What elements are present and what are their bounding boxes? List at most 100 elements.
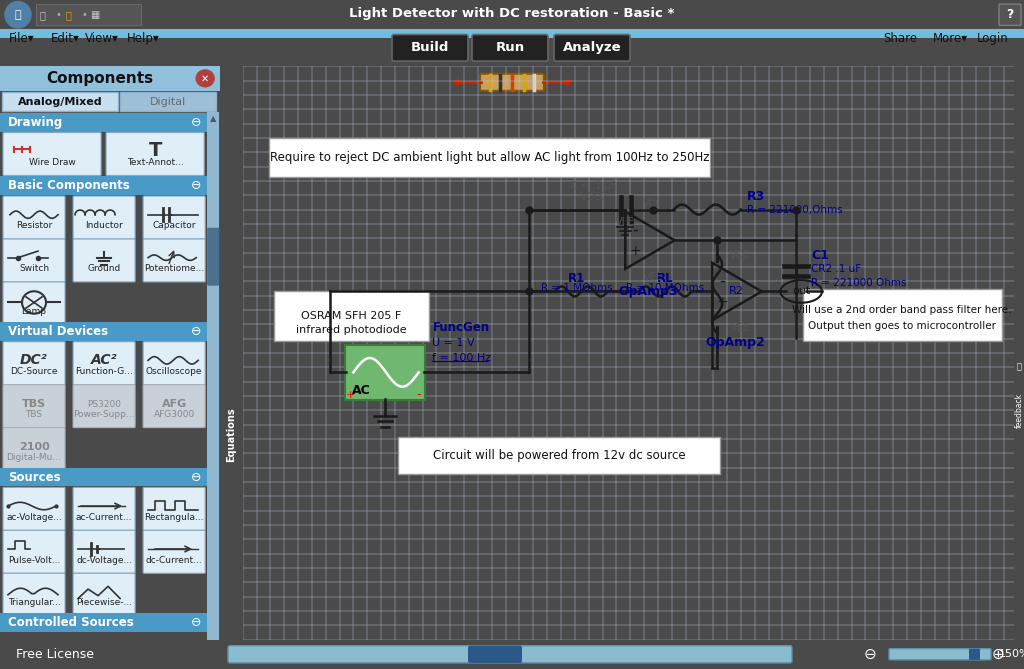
FancyBboxPatch shape bbox=[207, 112, 219, 640]
FancyBboxPatch shape bbox=[143, 487, 205, 531]
Text: Basic Components: Basic Components bbox=[8, 179, 130, 192]
FancyBboxPatch shape bbox=[3, 282, 66, 325]
Text: Sources: Sources bbox=[8, 470, 60, 484]
Text: Lamp: Lamp bbox=[22, 307, 46, 316]
Text: Free License: Free License bbox=[16, 648, 94, 661]
Text: Require to reject DC ambient light but allow AC light from 100Hz to 250Hz: Require to reject DC ambient light but a… bbox=[270, 151, 710, 164]
Text: Run: Run bbox=[496, 41, 524, 54]
Text: C = .1 μF: C = .1 μF bbox=[571, 181, 616, 191]
FancyBboxPatch shape bbox=[3, 385, 66, 427]
Text: f = 100 Hz: f = 100 Hz bbox=[432, 353, 492, 363]
Text: ✋: ✋ bbox=[14, 10, 22, 19]
FancyBboxPatch shape bbox=[392, 35, 468, 61]
Text: 📁: 📁 bbox=[66, 10, 71, 19]
Text: Edit▾: Edit▾ bbox=[50, 32, 80, 45]
FancyBboxPatch shape bbox=[889, 649, 991, 660]
FancyBboxPatch shape bbox=[106, 132, 204, 175]
Text: •: • bbox=[81, 10, 87, 19]
Text: dc-Current...: dc-Current... bbox=[145, 555, 203, 565]
Text: Build: Build bbox=[411, 41, 450, 54]
FancyBboxPatch shape bbox=[73, 239, 135, 282]
Text: ?: ? bbox=[1007, 8, 1014, 21]
Text: R1: R1 bbox=[568, 272, 586, 284]
Text: R2: R2 bbox=[729, 286, 743, 296]
FancyBboxPatch shape bbox=[274, 292, 428, 341]
FancyBboxPatch shape bbox=[269, 138, 711, 177]
FancyBboxPatch shape bbox=[0, 613, 207, 632]
Text: Capacitor: Capacitor bbox=[153, 221, 196, 230]
FancyBboxPatch shape bbox=[3, 342, 66, 385]
Text: Resistor: Resistor bbox=[16, 221, 52, 230]
Bar bbox=[0, 29, 1024, 37]
Text: Switch: Switch bbox=[19, 264, 49, 273]
FancyBboxPatch shape bbox=[3, 531, 66, 573]
Text: AFG: AFG bbox=[162, 399, 186, 409]
Text: Controlled Sources: Controlled Sources bbox=[8, 616, 134, 630]
Text: R = 221000,Ohms: R = 221000,Ohms bbox=[746, 205, 843, 215]
FancyBboxPatch shape bbox=[0, 468, 207, 486]
Text: TBS: TBS bbox=[26, 410, 43, 419]
Text: OpAmp3: OpAmp3 bbox=[618, 285, 678, 298]
FancyBboxPatch shape bbox=[3, 239, 66, 282]
FancyBboxPatch shape bbox=[0, 66, 220, 90]
FancyBboxPatch shape bbox=[143, 342, 205, 385]
FancyBboxPatch shape bbox=[0, 177, 207, 195]
Text: Rectangula...: Rectangula... bbox=[144, 512, 204, 522]
Text: Output then goes to microcontroller: Output then goes to microcontroller bbox=[808, 321, 996, 331]
Text: ⊖: ⊖ bbox=[190, 179, 202, 192]
Text: 💾: 💾 bbox=[39, 10, 45, 19]
FancyBboxPatch shape bbox=[73, 342, 135, 385]
Text: VEE: VEE bbox=[643, 272, 663, 282]
Circle shape bbox=[5, 1, 31, 28]
Text: ⊖: ⊖ bbox=[190, 470, 202, 484]
Circle shape bbox=[197, 70, 214, 87]
Text: ac-Current...: ac-Current... bbox=[76, 512, 132, 522]
Text: +: + bbox=[346, 390, 355, 400]
FancyBboxPatch shape bbox=[468, 646, 522, 663]
Text: Analyze: Analyze bbox=[562, 41, 622, 54]
Text: Virtual Devices: Virtual Devices bbox=[8, 325, 109, 338]
Text: Login: Login bbox=[977, 32, 1009, 45]
FancyBboxPatch shape bbox=[3, 573, 66, 616]
Text: Digital: Digital bbox=[150, 97, 186, 107]
Text: AC²: AC² bbox=[91, 353, 118, 367]
FancyBboxPatch shape bbox=[345, 345, 425, 400]
Text: R = 221000 Ohms: R = 221000 Ohms bbox=[811, 278, 906, 288]
Text: Text-Annot...: Text-Annot... bbox=[127, 158, 183, 167]
FancyBboxPatch shape bbox=[143, 196, 205, 239]
Text: VEE: VEE bbox=[615, 217, 635, 227]
Text: AC: AC bbox=[352, 384, 371, 397]
Text: Drawing: Drawing bbox=[8, 116, 63, 128]
FancyBboxPatch shape bbox=[3, 132, 101, 175]
Text: •: • bbox=[55, 10, 61, 19]
Text: -: - bbox=[719, 272, 725, 290]
FancyBboxPatch shape bbox=[143, 531, 205, 573]
Text: C1: C1 bbox=[811, 249, 829, 262]
Text: ⊖: ⊖ bbox=[190, 325, 202, 338]
Text: ▲: ▲ bbox=[210, 114, 216, 123]
FancyBboxPatch shape bbox=[73, 573, 135, 616]
Text: T: T bbox=[148, 140, 162, 160]
Text: Analog/Mixed: Analog/Mixed bbox=[17, 97, 102, 107]
Text: VCC: VCC bbox=[643, 199, 663, 209]
FancyBboxPatch shape bbox=[554, 35, 630, 61]
FancyBboxPatch shape bbox=[969, 649, 980, 660]
Text: Function-G...: Function-G... bbox=[75, 367, 133, 376]
Text: Circuit will be powered from 12v dc source: Circuit will be powered from 12v dc sour… bbox=[433, 449, 685, 462]
Text: OSRAM SFH 205 F: OSRAM SFH 205 F bbox=[301, 311, 401, 321]
Text: Triangular...: Triangular... bbox=[7, 599, 60, 607]
Text: PS3200: PS3200 bbox=[87, 400, 121, 409]
FancyBboxPatch shape bbox=[2, 92, 118, 111]
FancyBboxPatch shape bbox=[73, 531, 135, 573]
Text: -: - bbox=[632, 221, 638, 239]
Text: Oscilloscope: Oscilloscope bbox=[145, 367, 203, 376]
FancyBboxPatch shape bbox=[0, 113, 207, 132]
Text: Pulse-Volt...: Pulse-Volt... bbox=[8, 555, 60, 565]
Text: Will use a 2nd order band pass filter here.: Will use a 2nd order band pass filter he… bbox=[793, 305, 1012, 315]
FancyBboxPatch shape bbox=[120, 92, 216, 111]
Text: 🔔: 🔔 bbox=[1017, 362, 1021, 371]
FancyBboxPatch shape bbox=[398, 437, 720, 474]
Text: Wire Draw: Wire Draw bbox=[29, 158, 76, 167]
Text: Share: Share bbox=[883, 32, 918, 45]
Text: R = 1 MOhms: R = 1 MOhms bbox=[541, 284, 612, 294]
